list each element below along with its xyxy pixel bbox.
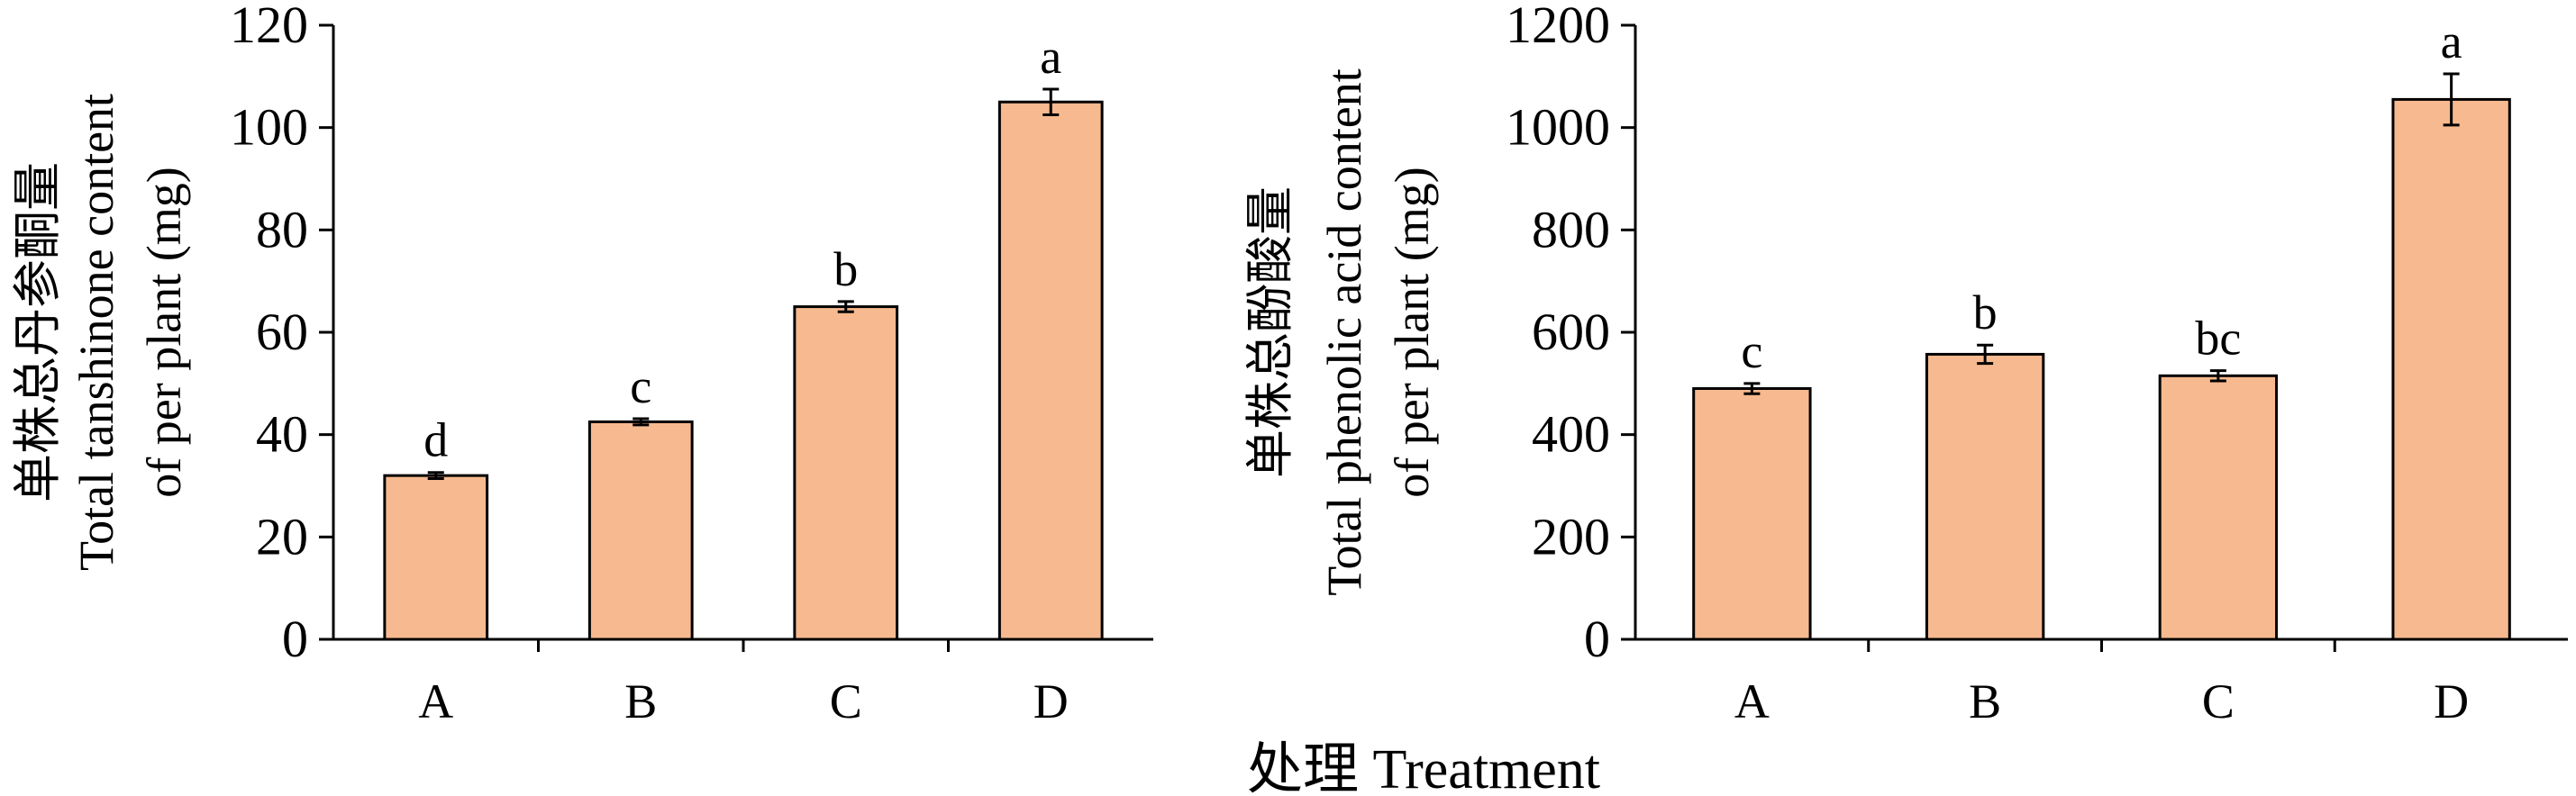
y-tick-label: 100 — [230, 98, 308, 157]
x-tick-label: D — [2434, 674, 2469, 728]
significance-letter: d — [423, 413, 448, 467]
y-tick-label: 20 — [256, 507, 308, 565]
x-tick-label: D — [1033, 674, 1069, 728]
phenolic-acid-chart: c Ab Bbc Ca D 0 200 400 600 800 1000 1200 单株总酚酸量 Tota… — [1243, 0, 2568, 728]
y-tick-label: 1200 — [1506, 0, 1610, 54]
y-axis-label: of per plant (mg) — [1385, 167, 1439, 497]
y-axis-label: of per plant (mg) — [137, 167, 191, 497]
y-tick-label: 800 — [1532, 200, 1610, 258]
x-tick-label: B — [624, 674, 657, 728]
y-axis-label: 单株总丹参酮量 — [11, 162, 65, 502]
x-tick-label: C — [830, 674, 862, 728]
significance-letter: bc — [2195, 312, 2241, 366]
x-axis-label: 处理 Treatment — [1247, 739, 1600, 796]
y-axis-label: 单株总酚酸量 — [1243, 186, 1297, 478]
bar — [2158, 374, 2279, 641]
significance-letter: c — [630, 359, 651, 413]
y-tick-label: 40 — [256, 405, 308, 464]
y-tick-label: 600 — [1532, 303, 1610, 361]
y-tick-label: 200 — [1532, 507, 1610, 565]
y-axis-label: Total phenolic acid content — [1317, 68, 1371, 596]
y-tick-label: 0 — [282, 610, 308, 668]
significance-letter: b — [1973, 285, 1998, 339]
significance-letter: b — [833, 242, 858, 296]
bar — [2391, 97, 2511, 641]
tanshinone-chart: d Ac Bb Ca D 0 20 40 60 80 100 120 单株总丹参酮量 Total tans… — [11, 0, 1153, 728]
bar — [1925, 352, 2045, 641]
y-tick-label: 1000 — [1506, 98, 1610, 157]
x-tick-label: B — [1969, 674, 2001, 728]
significance-letter: c — [1741, 324, 1762, 378]
significance-letter: a — [1040, 30, 1061, 84]
significance-letter: a — [2441, 14, 2462, 68]
x-tick-label: A — [1734, 674, 1770, 728]
x-tick-label: C — [2202, 674, 2235, 728]
bar — [793, 305, 899, 641]
bar — [1692, 387, 1812, 641]
y-tick-label: 120 — [230, 0, 308, 54]
bar — [587, 420, 694, 641]
bar — [997, 100, 1104, 641]
y-tick-label: 80 — [256, 200, 308, 258]
x-tick-label: A — [418, 674, 453, 728]
y-tick-label: 400 — [1532, 405, 1610, 464]
y-tick-label: 60 — [256, 303, 308, 361]
bar — [383, 474, 489, 641]
y-axis-label: Total tanshinone content — [69, 94, 123, 571]
y-tick-label: 0 — [1584, 610, 1610, 668]
